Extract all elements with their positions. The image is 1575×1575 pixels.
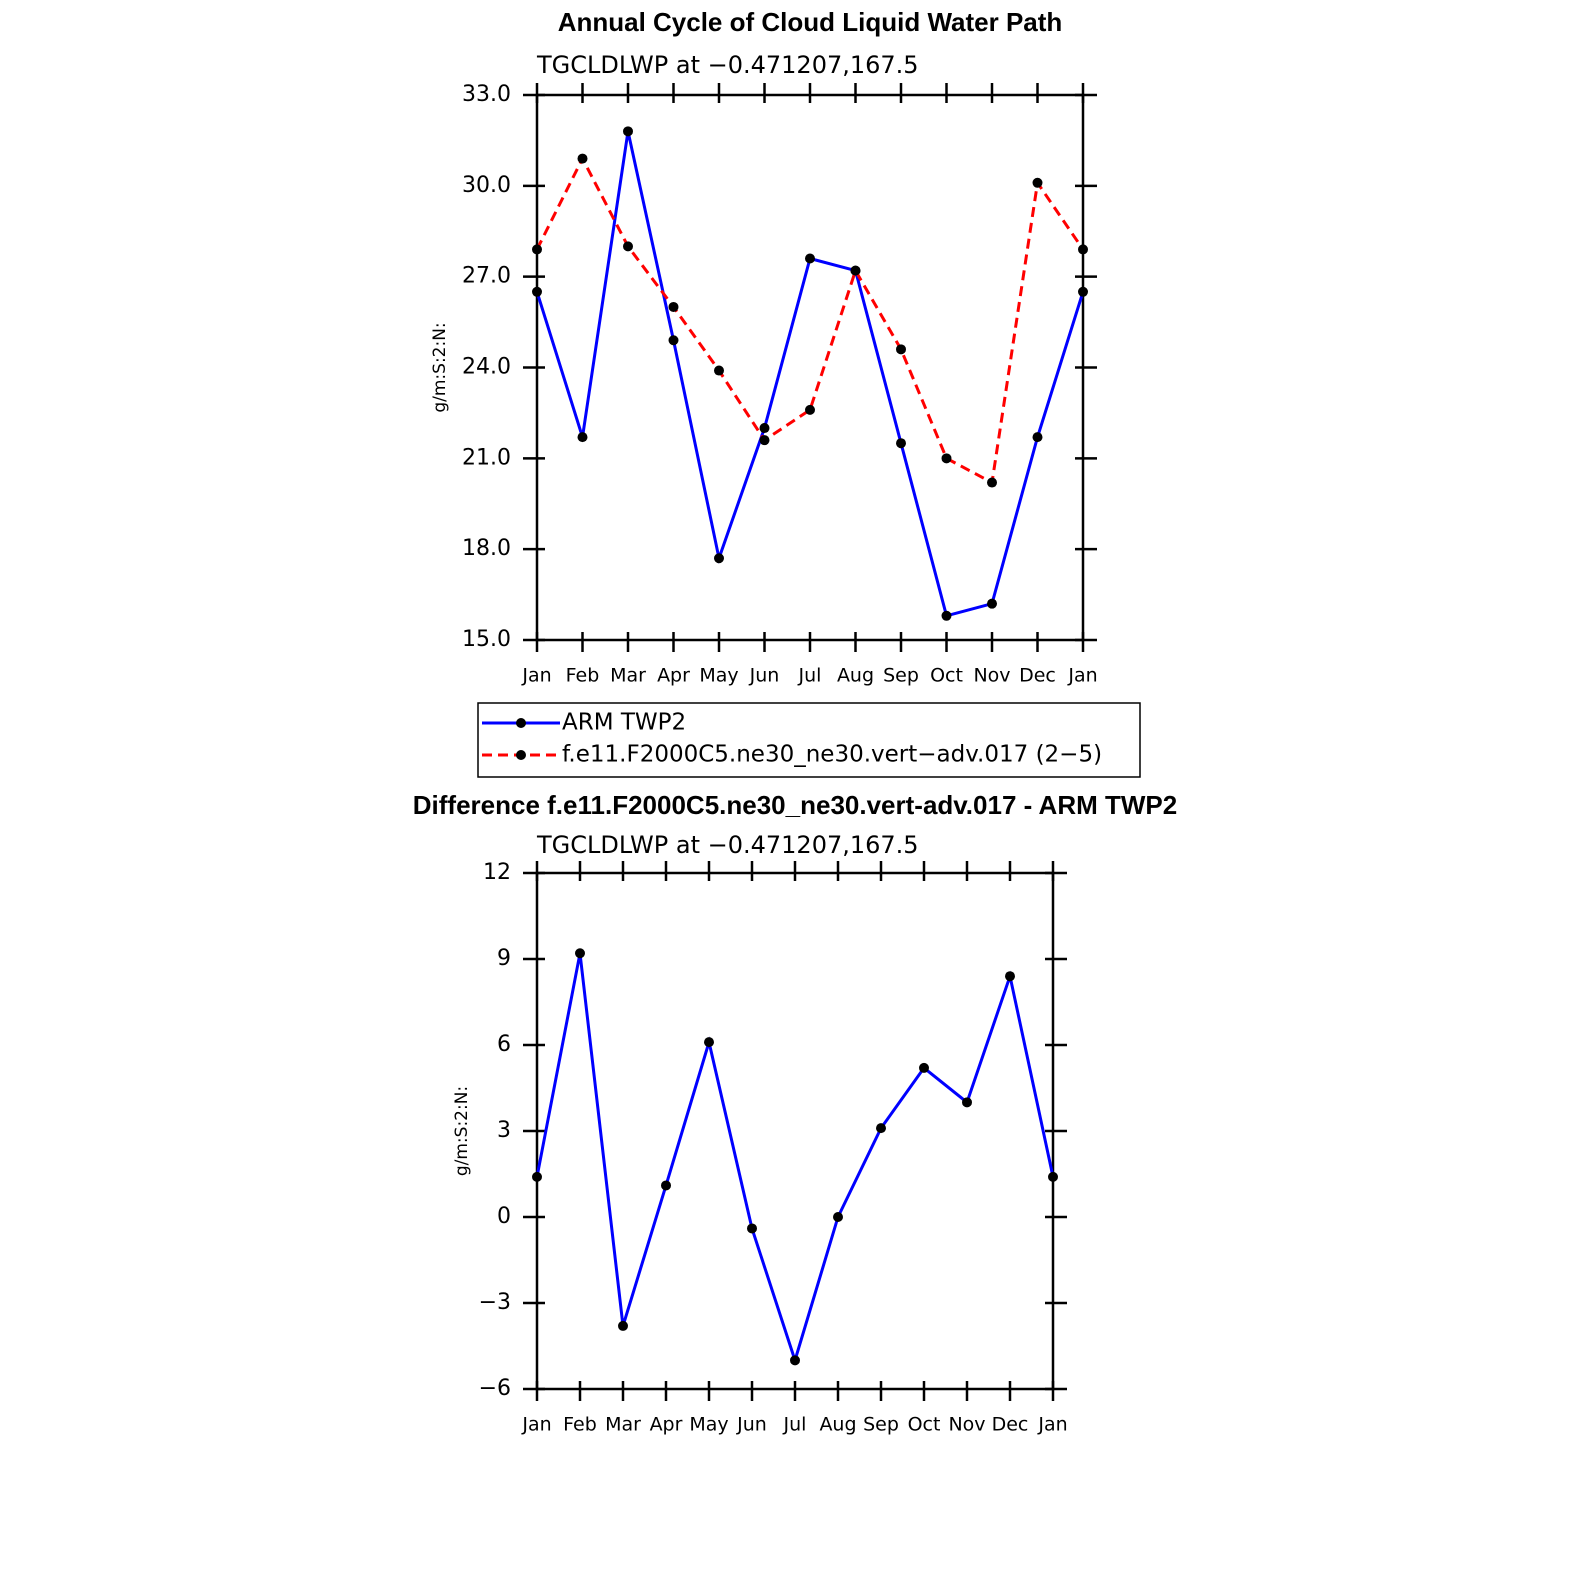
point: [987, 477, 997, 488]
point: [759, 435, 770, 446]
x-tick-label: Dec: [1019, 665, 1056, 687]
point: [896, 438, 906, 449]
point: [941, 453, 952, 464]
point: [532, 286, 542, 297]
x-tick-label: Apr: [650, 1414, 683, 1436]
point: [1078, 286, 1088, 297]
x-tick-label: Aug: [819, 1414, 856, 1436]
plot-frame: [535, 93, 1085, 642]
point: [1032, 432, 1043, 443]
chart-title: Annual Cycle of Cloud Liquid Water Path: [558, 7, 1063, 37]
point: [661, 1180, 671, 1191]
point: [896, 344, 906, 355]
y-tick-label: −6: [479, 1376, 511, 1401]
x-tick-label: Oct: [930, 665, 963, 687]
point: [668, 335, 679, 346]
point: [714, 365, 724, 376]
point: [623, 241, 633, 252]
point: [532, 244, 542, 255]
y-tick-label: 9: [497, 946, 511, 971]
chart-subtitle: TGCLDLWP at −0.471207,167.5: [536, 51, 919, 79]
y-tick-label: −3: [479, 1290, 511, 1315]
point: [747, 1223, 757, 1234]
y-tick-label: 12: [483, 860, 511, 885]
point: [790, 1355, 800, 1366]
x-tick-label: Sep: [863, 1414, 899, 1436]
legend-label: ARM TWP2: [562, 710, 686, 736]
plot-frame: [535, 871, 1055, 1391]
point: [1078, 244, 1088, 255]
point: [623, 126, 633, 137]
point: [577, 153, 588, 164]
y-tick-label: 0: [497, 1204, 511, 1229]
y-tick-label: 21.0: [462, 445, 511, 470]
x-tick-label: Jul: [798, 665, 822, 687]
legend-marker: [516, 750, 526, 760]
x-tick-label: Jun: [736, 1414, 767, 1436]
point: [941, 610, 952, 621]
y-tick-label: 24.0: [462, 355, 511, 380]
x-tick-label: Feb: [566, 665, 600, 687]
legend-box: [477, 702, 1141, 778]
y-tick-label: 27.0: [462, 264, 511, 289]
legend-marker: [516, 718, 526, 728]
point: [805, 404, 815, 415]
x-tick-label: Feb: [563, 1414, 597, 1436]
x-tick-label: Jul: [783, 1414, 807, 1436]
x-tick-label: Dec: [992, 1414, 1029, 1436]
point: [805, 253, 815, 264]
x-tick-label: Aug: [837, 665, 874, 687]
x-tick-label: Nov: [973, 665, 1010, 687]
chart-title: Difference f.e11.F2000C5.ne30_ne30.vert-…: [413, 790, 1177, 820]
y-tick-label: 18.0: [462, 536, 511, 561]
point: [577, 432, 588, 443]
y-tick-label: 3: [497, 1118, 511, 1143]
point: [1032, 177, 1043, 188]
x-tick-label: May: [699, 665, 738, 687]
series-line: [535, 952, 1055, 1366]
point: [987, 598, 997, 609]
point: [668, 301, 679, 312]
x-tick-label: May: [689, 1414, 728, 1436]
chart-subtitle: TGCLDLWP at −0.471207,167.5: [536, 831, 919, 859]
series-line: [535, 131, 1085, 618]
point: [850, 265, 861, 276]
y-tick-label: 33.0: [462, 82, 511, 107]
point: [919, 1062, 929, 1073]
point: [618, 1320, 628, 1331]
y-axis-label: g/m:S:2:N:: [430, 322, 450, 412]
x-tick-label: Nov: [948, 1414, 985, 1436]
y-tick-label: 30.0: [462, 173, 511, 198]
y-tick-label: 15.0: [462, 627, 511, 652]
x-tick-label: Oct: [908, 1414, 941, 1436]
x-tick-label: Sep: [883, 665, 919, 687]
x-tick-label: Jun: [749, 665, 780, 687]
x-tick-label: Jan: [1067, 665, 1097, 687]
x-tick-label: Jan: [521, 665, 551, 687]
point: [575, 948, 585, 959]
x-tick-label: Jan: [521, 1414, 551, 1436]
point: [759, 423, 770, 434]
point: [1005, 971, 1015, 982]
point: [962, 1097, 972, 1108]
x-tick-label: Mar: [610, 665, 646, 687]
point: [714, 553, 724, 564]
x-tick-label: Apr: [657, 665, 690, 687]
point: [876, 1123, 886, 1134]
point: [532, 1171, 542, 1182]
legend-label: f.e11.F2000C5.ne30_ne30.vert−adv.017 (2−…: [562, 742, 1102, 768]
point: [1048, 1171, 1058, 1182]
series-line: [535, 155, 1085, 485]
point: [833, 1212, 843, 1222]
y-tick-label: 6: [497, 1032, 511, 1057]
x-tick-label: Mar: [605, 1414, 641, 1436]
x-tick-label: Jan: [1037, 1414, 1067, 1436]
point: [704, 1037, 714, 1048]
y-axis-label: g/m:S:2:N:: [452, 1086, 472, 1176]
